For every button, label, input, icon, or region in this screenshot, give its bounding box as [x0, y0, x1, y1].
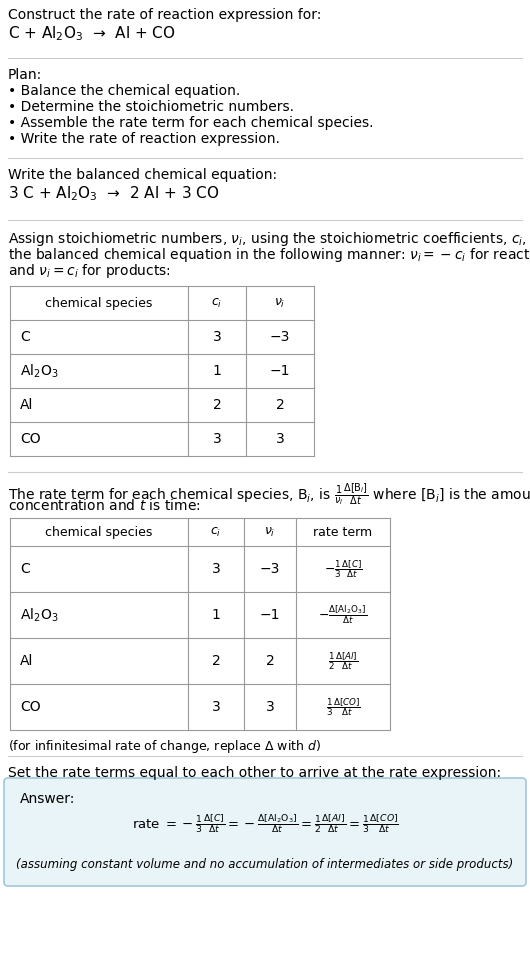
- Text: 3: 3: [211, 700, 220, 714]
- Text: rate $= -\frac{1}{3}\frac{\Delta[C]}{\Delta t} = -\frac{\Delta[\mathrm{Al_2O_3}]: rate $= -\frac{1}{3}\frac{\Delta[C]}{\De…: [131, 813, 399, 836]
- Text: 2: 2: [211, 654, 220, 668]
- Text: −3: −3: [270, 330, 290, 344]
- Text: concentration and $t$ is time:: concentration and $t$ is time:: [8, 498, 201, 513]
- Text: $\nu_i$: $\nu_i$: [275, 296, 286, 309]
- Text: CO: CO: [20, 700, 41, 714]
- Text: rate term: rate term: [313, 526, 373, 538]
- Text: CO: CO: [20, 432, 41, 446]
- Text: Assign stoichiometric numbers, $\nu_i$, using the stoichiometric coefficients, $: Assign stoichiometric numbers, $\nu_i$, …: [8, 230, 530, 248]
- Text: the balanced chemical equation in the following manner: $\nu_i = -c_i$ for react: the balanced chemical equation in the fo…: [8, 246, 530, 264]
- Text: Al$_2$O$_3$: Al$_2$O$_3$: [20, 363, 58, 380]
- Text: C: C: [20, 562, 30, 576]
- Text: Construct the rate of reaction expression for:: Construct the rate of reaction expressio…: [8, 8, 321, 22]
- Text: • Write the rate of reaction expression.: • Write the rate of reaction expression.: [8, 132, 280, 146]
- Text: $c_i$: $c_i$: [211, 296, 223, 309]
- Text: 3 C + Al$_2$O$_3$  →  2 Al + 3 CO: 3 C + Al$_2$O$_3$ → 2 Al + 3 CO: [8, 184, 219, 203]
- Text: 2: 2: [266, 654, 275, 668]
- Text: $\frac{1}{2}\frac{\Delta[Al]}{\Delta t}$: $\frac{1}{2}\frac{\Delta[Al]}{\Delta t}$: [328, 650, 358, 672]
- Text: • Assemble the rate term for each chemical species.: • Assemble the rate term for each chemic…: [8, 116, 374, 130]
- Text: C: C: [20, 330, 30, 344]
- Text: 2: 2: [276, 398, 285, 412]
- Text: 1: 1: [213, 364, 222, 378]
- Text: C + Al$_2$O$_3$  →  Al + CO: C + Al$_2$O$_3$ → Al + CO: [8, 24, 175, 43]
- Text: Write the balanced chemical equation:: Write the balanced chemical equation:: [8, 168, 277, 182]
- Text: 2: 2: [213, 398, 222, 412]
- Text: $c_i$: $c_i$: [210, 526, 222, 538]
- Text: • Balance the chemical equation.: • Balance the chemical equation.: [8, 84, 240, 98]
- Text: $\frac{1}{3}\frac{\Delta[CO]}{\Delta t}$: $\frac{1}{3}\frac{\Delta[CO]}{\Delta t}$: [325, 696, 360, 718]
- Text: chemical species: chemical species: [45, 296, 153, 309]
- Text: 3: 3: [266, 700, 275, 714]
- Text: (assuming constant volume and no accumulation of intermediates or side products): (assuming constant volume and no accumul…: [16, 857, 514, 871]
- Text: and $\nu_i = c_i$ for products:: and $\nu_i = c_i$ for products:: [8, 262, 171, 280]
- Text: $-\frac{1}{3}\frac{\Delta[C]}{\Delta t}$: $-\frac{1}{3}\frac{\Delta[C]}{\Delta t}$: [324, 558, 363, 580]
- Text: $-\frac{\Delta[\mathrm{Al_2O_3}]}{\Delta t}$: $-\frac{\Delta[\mathrm{Al_2O_3}]}{\Delta…: [319, 604, 367, 626]
- Text: Al$_2$O$_3$: Al$_2$O$_3$: [20, 607, 58, 624]
- Text: Answer:: Answer:: [20, 792, 75, 806]
- FancyBboxPatch shape: [4, 778, 526, 886]
- Text: −1: −1: [270, 364, 290, 378]
- Text: $\nu_i$: $\nu_i$: [264, 526, 276, 538]
- Text: chemical species: chemical species: [45, 526, 153, 538]
- Text: 3: 3: [213, 330, 222, 344]
- Text: (for infinitesimal rate of change, replace Δ with $d$): (for infinitesimal rate of change, repla…: [8, 738, 321, 755]
- Text: Al: Al: [20, 398, 33, 412]
- Text: −1: −1: [260, 608, 280, 622]
- Text: Plan:: Plan:: [8, 68, 42, 82]
- Text: 3: 3: [276, 432, 285, 446]
- Text: 3: 3: [211, 562, 220, 576]
- Text: The rate term for each chemical species, B$_i$, is $\frac{1}{\nu_i}\frac{\Delta[: The rate term for each chemical species,…: [8, 482, 530, 508]
- Text: Al: Al: [20, 654, 33, 668]
- Text: Set the rate terms equal to each other to arrive at the rate expression:: Set the rate terms equal to each other t…: [8, 766, 501, 780]
- Text: • Determine the stoichiometric numbers.: • Determine the stoichiometric numbers.: [8, 100, 294, 114]
- Text: 1: 1: [211, 608, 220, 622]
- Text: 3: 3: [213, 432, 222, 446]
- Text: −3: −3: [260, 562, 280, 576]
